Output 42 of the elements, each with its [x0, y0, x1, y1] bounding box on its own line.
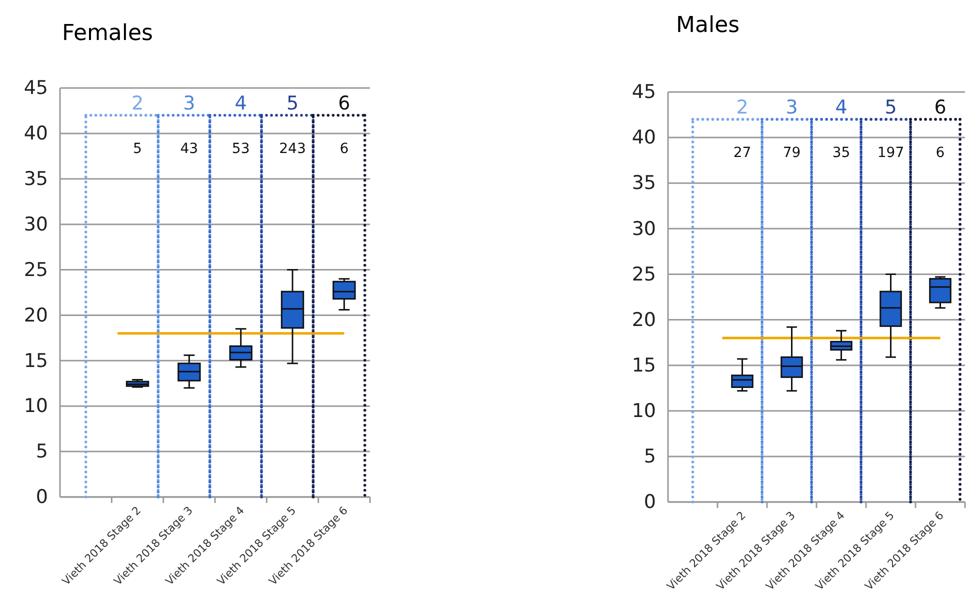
annotation: 4	[835, 96, 848, 119]
chart-title: Females	[62, 21, 154, 46]
y-tick-label: 30	[24, 213, 48, 236]
annotation: 6	[338, 92, 350, 115]
annotation: 35	[832, 145, 850, 162]
annotation: 5	[286, 92, 299, 115]
y-tick-label: 20	[632, 308, 656, 331]
chart-title: Males	[676, 13, 740, 38]
y-tick-label: 35	[24, 168, 48, 190]
annotation: 6	[936, 145, 945, 162]
y-tick-label: 0	[644, 491, 656, 514]
y-tick-label: 25	[632, 263, 656, 286]
annotation: 27	[733, 145, 752, 162]
y-tick-label: 10	[24, 395, 48, 418]
annotation: 2	[131, 92, 144, 115]
annotation: 243	[279, 141, 306, 158]
y-tick-label: 35	[632, 172, 656, 194]
annotation: 4	[234, 92, 247, 115]
y-tick-label: 30	[632, 218, 656, 240]
y-tick-label: 25	[24, 258, 48, 281]
annotation: 43	[180, 141, 198, 158]
annotation: 2	[736, 96, 748, 119]
y-tick-label: 10	[632, 400, 656, 422]
annotation: 197	[877, 145, 904, 162]
annotation: 3	[183, 92, 196, 115]
annotation: 53	[232, 141, 250, 158]
y-tick-label: 15	[632, 354, 656, 376]
annotation: 79	[782, 145, 801, 162]
y-tick-label: 0	[36, 486, 48, 508]
y-tick-label: 15	[24, 350, 48, 372]
y-tick-label: 5	[644, 446, 656, 468]
annotation: 3	[786, 96, 798, 119]
y-tick-label: 20	[24, 304, 48, 326]
y-tick-label: 40	[632, 126, 656, 149]
annotation: 6	[934, 96, 946, 119]
y-tick-label: 40	[24, 122, 48, 145]
annotation: 5	[133, 141, 142, 158]
y-tick-label: 45	[632, 81, 656, 104]
annotation: 5	[884, 96, 897, 119]
y-tick-label: 5	[36, 440, 48, 463]
y-tick-label: 45	[24, 77, 48, 100]
annotation: 6	[340, 141, 349, 158]
